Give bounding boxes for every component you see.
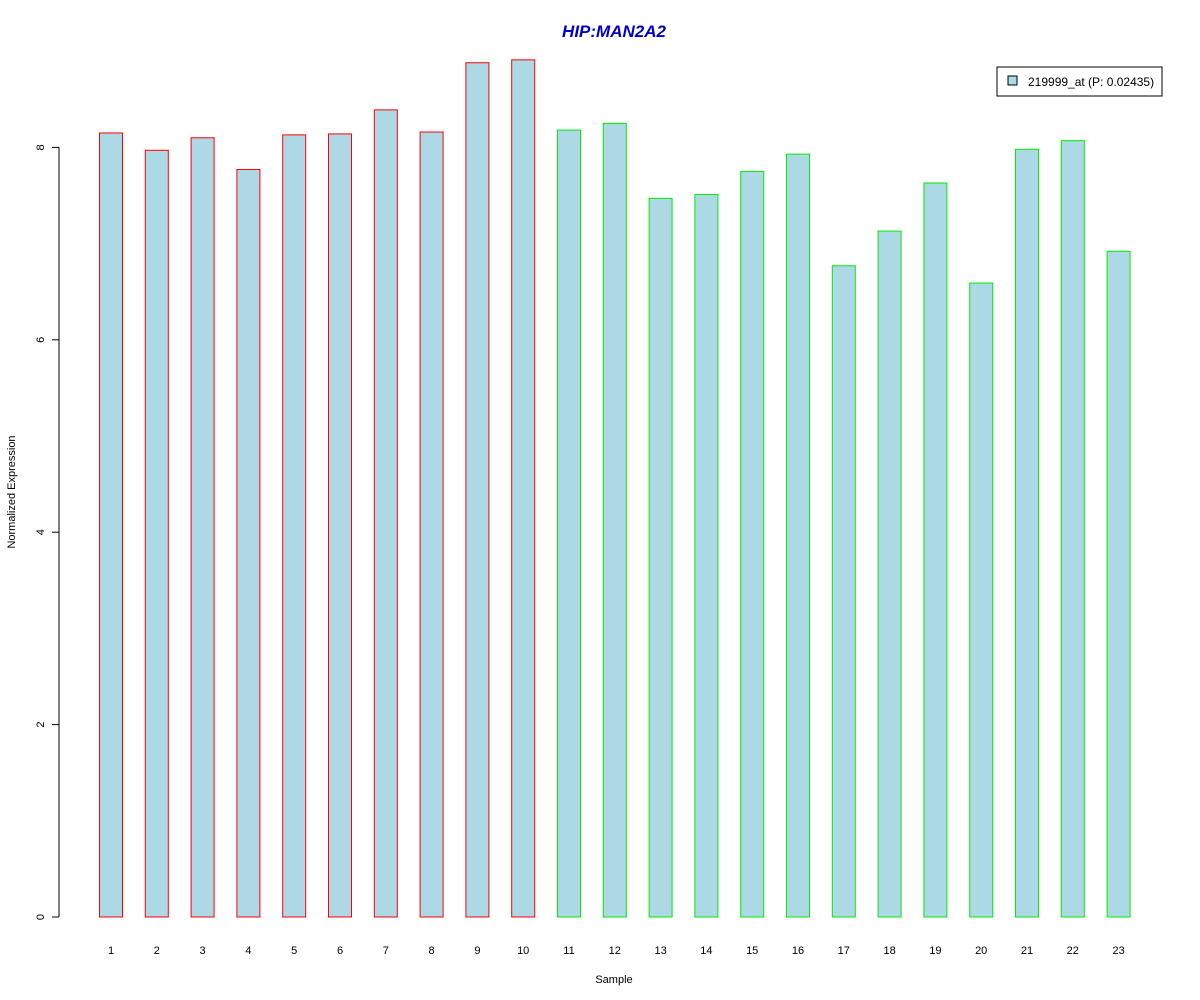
legend-box xyxy=(996,66,1163,97)
x-tick-label: 1 xyxy=(108,945,114,957)
x-tick-label: 5 xyxy=(291,945,297,957)
bar xyxy=(602,122,627,918)
x-tick-label: 15 xyxy=(746,945,758,957)
x-tick-label: 12 xyxy=(609,945,621,957)
bar xyxy=(877,230,902,918)
bar xyxy=(236,169,261,918)
x-tick-label: 7 xyxy=(383,945,389,957)
x-tick-label: 19 xyxy=(929,945,941,957)
y-axis: 0 2 4 6 8 xyxy=(35,144,60,920)
bar xyxy=(648,197,673,918)
bar xyxy=(740,170,765,918)
x-tick-label: 23 xyxy=(1112,945,1124,957)
bar xyxy=(190,137,215,918)
bar xyxy=(419,131,444,918)
x-tick-labels: 1 2 3 4 5 6 7 8 9 10 11 12 13 14 15 16 17 18 19 20 21 22 23 xyxy=(108,945,1125,957)
legend: 219999_at (P: 0.02435) xyxy=(996,66,1163,97)
bar xyxy=(557,129,581,918)
bar xyxy=(1060,140,1085,918)
x-tick-label: 2 xyxy=(154,945,160,957)
x-tick-label: 14 xyxy=(700,945,712,957)
x-tick-label: 6 xyxy=(337,945,343,957)
x-tick-label: 17 xyxy=(838,945,850,957)
bar xyxy=(511,59,536,918)
legend-label: 219999_at (P: 0.02435) xyxy=(1028,75,1154,89)
x-tick-label: 20 xyxy=(975,945,987,957)
y-tick-label: 0 xyxy=(35,914,47,920)
x-tick-label: 4 xyxy=(245,945,251,957)
x-tick-label: 16 xyxy=(792,945,804,957)
x-axis-label: Sample xyxy=(595,974,632,986)
x-tick-label: 8 xyxy=(429,945,435,957)
bar xyxy=(831,265,856,918)
bar xyxy=(694,194,719,918)
x-tick-label: 10 xyxy=(517,945,529,957)
legend-swatch xyxy=(1007,75,1018,86)
bars xyxy=(99,59,1131,918)
bar xyxy=(1015,148,1039,918)
bar xyxy=(923,182,948,918)
x-tick-label: 13 xyxy=(654,945,666,957)
x-tick-label: 9 xyxy=(474,945,480,957)
y-tick-label: 4 xyxy=(35,529,47,535)
y-tick-label: 8 xyxy=(35,144,47,150)
x-tick-label: 3 xyxy=(200,945,206,957)
y-tick-label: 2 xyxy=(35,722,47,728)
bar xyxy=(786,153,810,918)
x-tick-label: 11 xyxy=(563,945,574,957)
bar xyxy=(282,134,307,918)
bar xyxy=(99,132,123,918)
y-tick-label: 6 xyxy=(35,337,47,343)
x-tick-label: 21 xyxy=(1021,945,1033,957)
chart-title: HIP:MAN2A2 xyxy=(562,22,666,41)
bar xyxy=(465,62,490,918)
bar xyxy=(373,109,398,918)
bar xyxy=(1106,250,1131,918)
bar xyxy=(328,133,352,918)
bar xyxy=(969,282,994,918)
x-tick-label: 18 xyxy=(883,945,895,957)
bar xyxy=(144,149,169,918)
y-axis-label: Normalized Expression xyxy=(6,435,18,548)
x-tick-label: 22 xyxy=(1067,945,1079,957)
